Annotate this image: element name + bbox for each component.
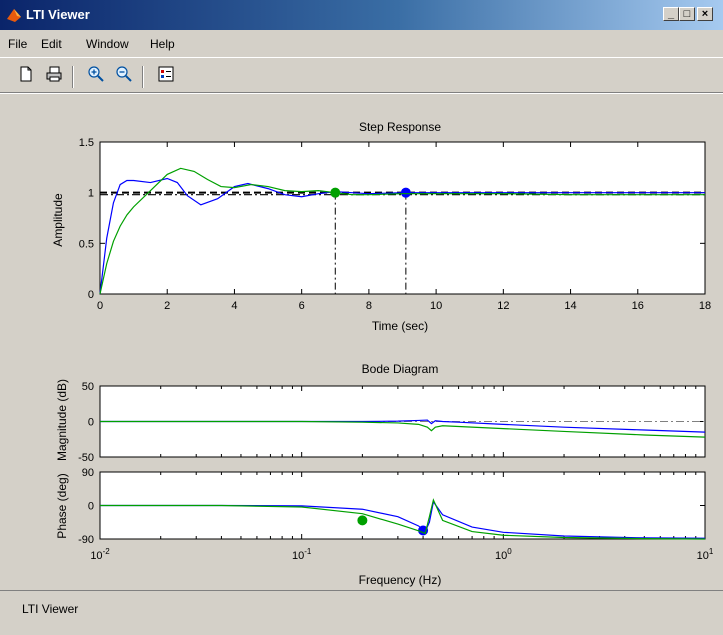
bode-magnitude-series-2-line bbox=[100, 420, 706, 438]
x-tick-label: 12 bbox=[497, 300, 509, 312]
window-title: LTI Viewer bbox=[26, 7, 90, 22]
menu-window[interactable]: Window bbox=[86, 37, 129, 51]
menu-file[interactable]: File bbox=[8, 37, 28, 51]
step-series-1-line bbox=[99, 177, 705, 295]
x-tick-label: 10-1 bbox=[292, 547, 312, 562]
toolbar bbox=[0, 58, 723, 92]
y-tick-label: 0 bbox=[88, 289, 94, 301]
y-tick-label: 0 bbox=[88, 417, 94, 429]
plot-area[interactable]: Step Response 0 2 4 6 8 10 12 14 16 18 0 0.5 1 1.5 Ti… bbox=[0, 94, 723, 590]
status-text: LTI Viewer bbox=[22, 602, 79, 616]
x-tick-label: 4 bbox=[231, 300, 237, 312]
maximize-button[interactable]: □ bbox=[679, 7, 695, 21]
x-tick-label: 2 bbox=[164, 300, 170, 312]
new-button[interactable] bbox=[14, 62, 38, 86]
toolbar-separator bbox=[142, 66, 144, 88]
zoom-in-icon bbox=[88, 66, 104, 82]
bode-magnitude-axes[interactable]: 50 0 -50 bbox=[78, 381, 706, 464]
y-tick-label: -90 bbox=[78, 534, 94, 546]
x-tick-label: 0 bbox=[97, 300, 103, 312]
zoom-out-icon bbox=[116, 66, 132, 82]
x-tick-label: 18 bbox=[699, 300, 711, 312]
step-series-2-line bbox=[99, 167, 705, 295]
step-response-axes[interactable]: 0 2 4 6 8 10 12 14 16 18 0 0.5 1 1.5 bbox=[79, 137, 711, 312]
bode-phase-ylabel: Phase (deg) bbox=[55, 473, 69, 538]
y-tick-label: 0.5 bbox=[79, 238, 94, 250]
menu-edit[interactable]: Edit bbox=[41, 37, 62, 51]
bode-phase-series-1-line bbox=[100, 500, 706, 539]
x-tick-label: 100 bbox=[495, 547, 512, 562]
x-tick-label: 10 bbox=[430, 300, 442, 312]
x-tick-label: 8 bbox=[366, 300, 372, 312]
bode-diagram-title: Bode Diagram bbox=[362, 362, 439, 376]
x-tick-label: 16 bbox=[632, 300, 644, 312]
bode-phase-series-2-line bbox=[100, 498, 706, 540]
step-axes-box bbox=[99, 141, 706, 295]
matlab-icon bbox=[7, 9, 21, 22]
bode-xlabel: Frequency (Hz) bbox=[359, 573, 442, 587]
x-tick-label: 10-2 bbox=[90, 547, 110, 562]
close-button[interactable]: × bbox=[697, 7, 713, 21]
x-tick-label: 6 bbox=[299, 300, 305, 312]
x-tick-label: 101 bbox=[697, 547, 714, 562]
y-tick-label: 1.5 bbox=[79, 137, 94, 149]
y-tick-label: 90 bbox=[82, 467, 94, 479]
zoom-in-button[interactable] bbox=[84, 62, 108, 86]
bode-phase-marker bbox=[357, 515, 368, 526]
status-bar: LTI Viewer bbox=[0, 590, 723, 635]
x-tick-label: 14 bbox=[564, 300, 576, 312]
toolbar-divider bbox=[0, 92, 723, 94]
toolbar-separator bbox=[72, 66, 74, 88]
new-icon bbox=[20, 66, 32, 82]
legend-icon bbox=[158, 66, 174, 82]
settling-time-marker bbox=[330, 187, 341, 198]
y-tick-label: 0 bbox=[88, 501, 94, 513]
y-tick-label: 1 bbox=[88, 188, 94, 200]
minimize-button[interactable]: _ bbox=[663, 7, 679, 21]
title-bar[interactable]: LTI Viewer _ □ × bbox=[0, 0, 723, 30]
step-response-title: Step Response bbox=[359, 120, 441, 134]
step-response-ylabel: Amplitude bbox=[51, 193, 65, 247]
menu-separator bbox=[0, 57, 723, 58]
y-tick-label: -50 bbox=[78, 452, 94, 464]
settling-time-marker bbox=[400, 187, 411, 198]
menu-bar: File Edit Window Help bbox=[0, 30, 723, 58]
legend-button[interactable] bbox=[154, 62, 178, 86]
bode-magnitude-ylabel: Magnitude (dB) bbox=[55, 379, 69, 461]
zoom-out-button[interactable] bbox=[112, 62, 136, 86]
step-response-xlabel: Time (sec) bbox=[372, 319, 428, 333]
menu-help[interactable]: Help bbox=[150, 37, 175, 51]
print-button[interactable] bbox=[42, 62, 66, 86]
print-icon bbox=[46, 66, 62, 82]
y-tick-label: 50 bbox=[82, 381, 94, 393]
